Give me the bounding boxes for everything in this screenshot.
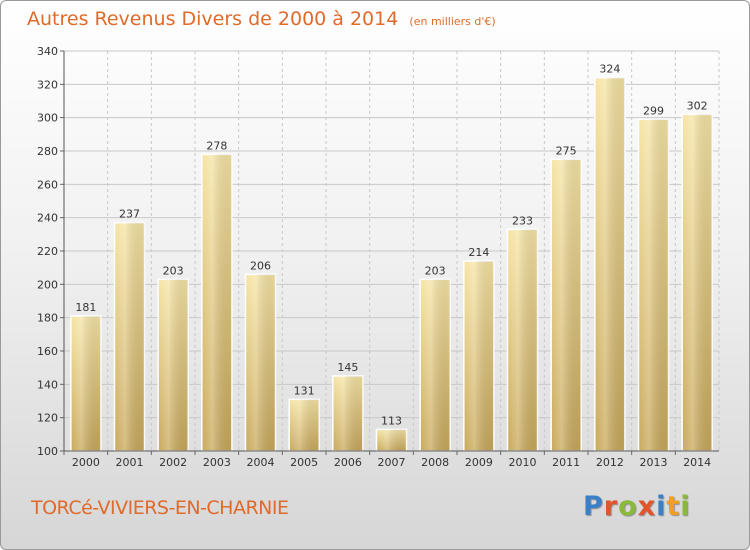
y-tick-label: 140 <box>37 378 58 391</box>
data-label: 299 <box>643 104 664 117</box>
data-label: 278 <box>206 139 227 152</box>
y-tick-label: 260 <box>37 178 58 191</box>
logo-letter: i <box>656 491 667 522</box>
logo-letter: t <box>666 491 681 522</box>
data-label: 203 <box>425 264 446 277</box>
x-tick-label: 2008 <box>421 456 449 469</box>
data-label: 181 <box>75 301 96 314</box>
y-tick-label: 240 <box>37 212 58 225</box>
x-tick-label: 2002 <box>159 456 187 469</box>
y-tick-label: 280 <box>37 145 58 158</box>
bar-shading <box>551 159 582 452</box>
logo-letter: o <box>618 491 638 522</box>
data-label: 237 <box>119 208 140 221</box>
bar-shading <box>507 229 538 451</box>
bar-shading <box>682 114 713 451</box>
y-tick-label: 180 <box>37 312 58 325</box>
bar-shading <box>114 222 145 451</box>
logo-letter: r <box>603 491 619 522</box>
y-tick-label: 300 <box>37 112 58 125</box>
bar-shading <box>245 274 276 451</box>
bar-shading <box>289 399 320 451</box>
x-tick-label: 2003 <box>203 456 231 469</box>
x-tick-label: 2011 <box>552 456 580 469</box>
bar-shading <box>638 119 669 451</box>
data-label: 131 <box>294 384 315 397</box>
commune-name: TORCé-VIVIERS-EN-CHARNIE <box>31 497 289 519</box>
bar-shading <box>332 376 363 451</box>
x-tick-label: 2000 <box>72 456 100 469</box>
data-label: 233 <box>512 214 533 227</box>
title-row: Autres Revenus Divers de 2000 à 2014 (en… <box>27 8 496 30</box>
x-tick-label: 2001 <box>116 456 144 469</box>
data-label: 275 <box>556 144 577 157</box>
y-tick-label: 100 <box>37 445 58 458</box>
x-tick-label: 2012 <box>596 456 624 469</box>
data-label: 214 <box>468 246 489 259</box>
x-tick-label: 2004 <box>247 456 275 469</box>
logo-letter: x <box>637 491 657 522</box>
data-label: 203 <box>163 264 184 277</box>
data-label: 113 <box>381 414 402 427</box>
x-tick-label: 2005 <box>290 456 318 469</box>
x-tick-label: 2009 <box>465 456 493 469</box>
y-tick-label: 120 <box>37 412 58 425</box>
y-tick-label: 340 <box>37 45 58 58</box>
x-tick-label: 2013 <box>640 456 668 469</box>
logo-letter: i <box>680 491 691 522</box>
x-tick-label: 2010 <box>509 456 537 469</box>
data-label: 206 <box>250 259 271 272</box>
y-tick-label: 320 <box>37 78 58 91</box>
bar-shading <box>70 316 101 451</box>
bar-shading <box>420 279 451 451</box>
logo-letter: P <box>583 491 604 522</box>
bar-shading <box>158 279 189 451</box>
bar-shading <box>594 77 625 452</box>
proxiti-logo[interactable]: Proxiti <box>583 491 693 525</box>
y-tick-label: 160 <box>37 345 58 358</box>
data-label: 302 <box>687 99 708 112</box>
x-tick-label: 2014 <box>683 456 711 469</box>
bar-shading <box>201 154 232 452</box>
bar-shading <box>376 429 407 451</box>
y-tick-label: 200 <box>37 278 58 291</box>
chart-unit-note: (en milliers d'€) <box>409 15 496 28</box>
x-tick-label: 2007 <box>378 456 406 469</box>
bar-shading <box>463 261 494 451</box>
x-tick-label: 2006 <box>334 456 362 469</box>
y-tick-label: 220 <box>37 245 58 258</box>
data-label: 145 <box>337 361 358 374</box>
data-label: 324 <box>599 63 620 76</box>
chart-title: Autres Revenus Divers de 2000 à 2014 <box>27 8 399 30</box>
